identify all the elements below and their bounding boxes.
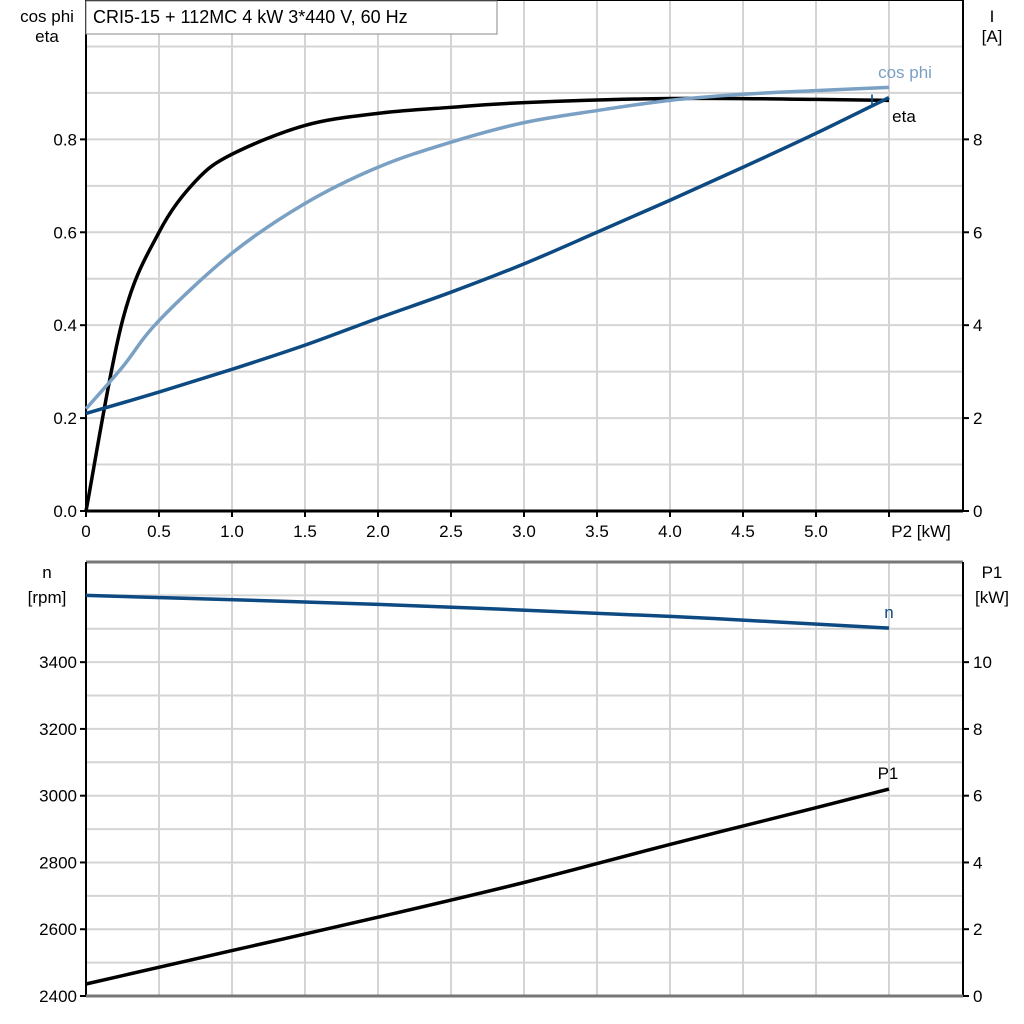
- y-right-label: P1: [982, 563, 1003, 582]
- x-tick-label: 2.5: [439, 522, 463, 541]
- title-box: CRI5-15 + 112MC 4 kW 3*440 V, 60 Hz: [85, 0, 498, 35]
- x-tick-label: 4.5: [731, 522, 755, 541]
- y-right-unit: [kW]: [975, 588, 1009, 607]
- series-line-i: [85, 95, 890, 416]
- y-right-tick-label: 8: [973, 720, 982, 739]
- x-tick-label: 3.5: [585, 522, 609, 541]
- y-right-tick-label: 0: [973, 987, 982, 1006]
- y-left-tick-label: 2600: [39, 920, 77, 939]
- series-line-eta: [84, 96, 890, 512]
- x-tick-label: 0.5: [147, 522, 171, 541]
- chart-title: CRI5-15 + 112MC 4 kW 3*440 V, 60 Hz: [93, 7, 408, 27]
- y-left-tick-label: 0.0: [53, 502, 77, 521]
- series-label-i: I: [870, 91, 875, 110]
- y-left-tick-label: 3000: [39, 787, 77, 806]
- y-right-label: I: [990, 7, 995, 26]
- y-right-tick-label: 0: [973, 502, 982, 521]
- y-left-tick-label: 2800: [39, 853, 77, 872]
- x-tick-label: 5.0: [804, 522, 828, 541]
- y-left-label: cos phi: [20, 7, 74, 26]
- x-axis-label: P2 [kW]: [891, 522, 951, 541]
- y-right-unit: [A]: [982, 27, 1003, 46]
- y-right-tick-label: 4: [973, 853, 982, 872]
- y-right-tick-label: 2: [973, 409, 982, 428]
- series-line-cos-phi: [84, 85, 890, 410]
- series-line-n: [85, 593, 890, 630]
- y-right-tick-label: 2: [973, 920, 982, 939]
- bottom-plot: 2400 2600 2800 3000 3200 3400 0 2 4 6 8 10 n [rpm] P1 […: [28, 560, 1009, 1006]
- y-left-label: n: [42, 563, 51, 582]
- y-left-tick-label: 0.6: [53, 223, 77, 242]
- y-right-tick-label: 8: [973, 130, 982, 149]
- series-label-p1: P1: [878, 764, 899, 783]
- y-right-tick-label: 4: [973, 316, 982, 335]
- y-left-tick-label: 0.8: [53, 130, 77, 149]
- y-left-tick-label: 3400: [39, 653, 77, 672]
- y-left-tick-label: 2400: [39, 987, 77, 1006]
- x-tick-label: 4.0: [658, 522, 682, 541]
- y-right-tick-label: 6: [973, 223, 982, 242]
- series-label-n: n: [884, 603, 893, 622]
- series-label-cos-phi: cos phi: [878, 63, 932, 82]
- y-left-tick-label: 0.4: [53, 316, 77, 335]
- x-tick-label: 0: [81, 522, 90, 541]
- y-right-tick-label: 6: [973, 787, 982, 806]
- x-tick-label: 2.0: [366, 522, 390, 541]
- y-left-tick-label: 0.2: [53, 409, 77, 428]
- y-left-tick-label: 3200: [39, 720, 77, 739]
- y-left-unit: eta: [35, 27, 59, 46]
- series-line-p1: [85, 787, 890, 986]
- x-tick-label: 1.0: [220, 522, 244, 541]
- x-tick-label: 1.5: [293, 522, 317, 541]
- x-tick-label: 3.0: [512, 522, 536, 541]
- series-label-eta: eta: [892, 107, 916, 126]
- y-left-unit: [rpm]: [28, 588, 67, 607]
- y-right-tick-label: 10: [973, 653, 992, 672]
